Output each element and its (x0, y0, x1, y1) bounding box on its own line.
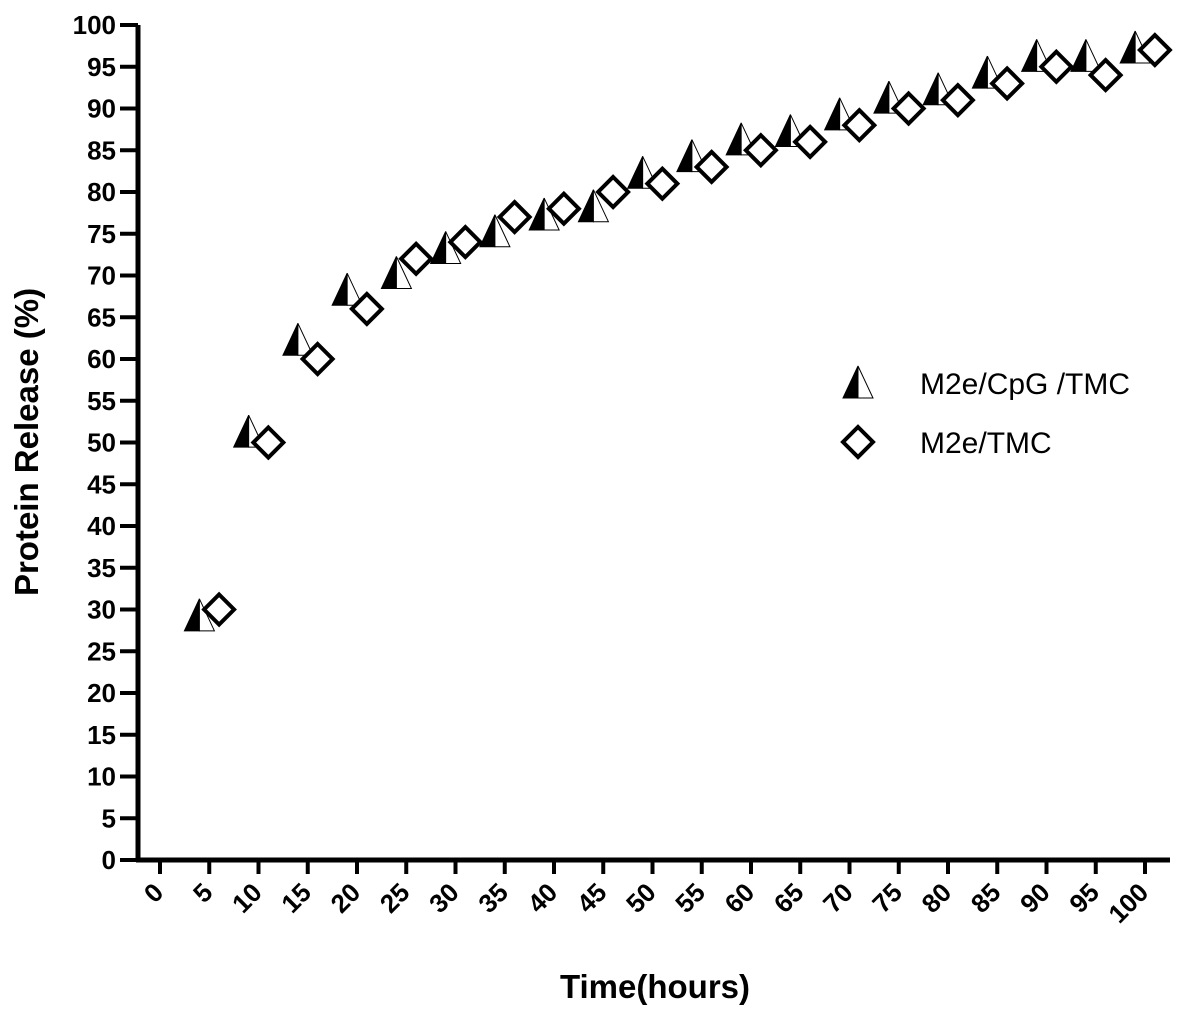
diamond-marker (349, 291, 385, 327)
diamond-marker (1137, 32, 1173, 68)
y-tick-label: 0 (102, 845, 116, 875)
y-axis-ticks: 0 5 10 15 20 25 30 35 40 45 50 55 60 65 70 75 80 85 90 95 10… (73, 10, 138, 875)
x-tick-label: 95 (1063, 877, 1105, 919)
y-tick-label: 10 (87, 762, 116, 792)
y-tick-label: 85 (87, 135, 116, 165)
y-tick-label: 75 (87, 219, 116, 249)
x-tick-label: 0 (138, 877, 169, 908)
x-tick-label: 10 (226, 877, 268, 919)
diamond-marker (299, 341, 336, 377)
triangle-marker (577, 189, 610, 223)
data-points (183, 30, 1173, 632)
y-tick-label: 25 (87, 636, 116, 666)
x-tick-label: 100 (1102, 877, 1154, 929)
x-axis-ticks: 0 5 10 15 20 25 30 35 40 45 50 55 60 65 70 75 80 85 90 9510… (138, 860, 1154, 929)
diamond-marker (201, 591, 237, 628)
diamond-marker (546, 190, 582, 227)
x-tick-label: 5 (187, 877, 218, 908)
triangle-marker (331, 272, 363, 306)
x-tick-label: 30 (423, 877, 465, 919)
y-tick-label: 55 (87, 386, 116, 416)
y-tick-label: 95 (87, 52, 116, 82)
diamond-marker (989, 65, 1025, 102)
y-tick-label: 80 (87, 177, 116, 207)
x-tick-label: 70 (817, 877, 859, 919)
y-axis-title: Protein Release (%) (8, 288, 45, 596)
diamond-marker (595, 174, 631, 210)
x-tick-label: 40 (522, 877, 564, 919)
x-tick-label: 45 (571, 877, 613, 919)
y-tick-label: 90 (87, 94, 116, 124)
y-tick-label: 65 (87, 302, 116, 332)
x-tick-label: 60 (719, 877, 761, 919)
x-tick-label: 90 (1014, 877, 1056, 919)
x-tick-label: 85 (965, 877, 1007, 919)
legend-marker-triangle (842, 365, 874, 399)
diamond-marker (840, 424, 876, 460)
x-tick-label: 55 (669, 877, 711, 919)
diamond-marker (496, 199, 533, 235)
diamond-marker (792, 124, 828, 160)
triangle-marker (1070, 39, 1102, 72)
diamond-marker (890, 90, 927, 127)
x-axis-title: Time(hours) (560, 968, 750, 1005)
triangle-marker (842, 365, 874, 399)
y-tick-label: 45 (87, 469, 116, 499)
y-tick-label: 100 (73, 10, 116, 40)
triangle-marker (479, 214, 511, 248)
diamond-marker (1087, 57, 1124, 93)
y-tick-label: 70 (87, 261, 116, 291)
diamond-marker (250, 424, 287, 461)
legend-marker-diamond (840, 424, 876, 460)
x-tick-label: 25 (374, 877, 416, 919)
legend: M2e/CpG /TMC M2e/TMC (840, 365, 1130, 460)
x-tick-label: 35 (472, 877, 514, 919)
diamond-marker (693, 149, 730, 185)
x-tick-label: 15 (275, 877, 317, 919)
y-tick-label: 50 (87, 428, 116, 458)
diamond-marker (940, 82, 976, 118)
y-tick-label: 20 (87, 678, 116, 708)
x-tick-label: 80 (916, 877, 958, 919)
diamond-marker (1038, 48, 1075, 85)
y-tick-label: 60 (87, 344, 116, 374)
triangle-marker (380, 256, 413, 289)
diamond-marker (743, 132, 779, 169)
y-tick-label: 30 (87, 595, 116, 625)
x-tick-label: 50 (620, 877, 662, 919)
y-tick-label: 15 (87, 720, 116, 750)
x-tick-label: 65 (768, 877, 810, 919)
legend-label-m2e-cpg-tmc: M2e/CpG /TMC (920, 368, 1130, 401)
diamond-marker (841, 107, 878, 144)
y-tick-label: 40 (87, 511, 116, 541)
y-tick-label: 5 (102, 803, 116, 833)
x-tick-label: 20 (325, 877, 367, 919)
diamond-marker (447, 224, 484, 260)
y-tick-label: 35 (87, 553, 116, 583)
x-tick-label: 75 (866, 877, 908, 919)
diamond-marker (398, 240, 434, 277)
diamond-marker (644, 165, 681, 202)
legend-label-m2e-tmc: M2e/TMC (920, 427, 1052, 460)
